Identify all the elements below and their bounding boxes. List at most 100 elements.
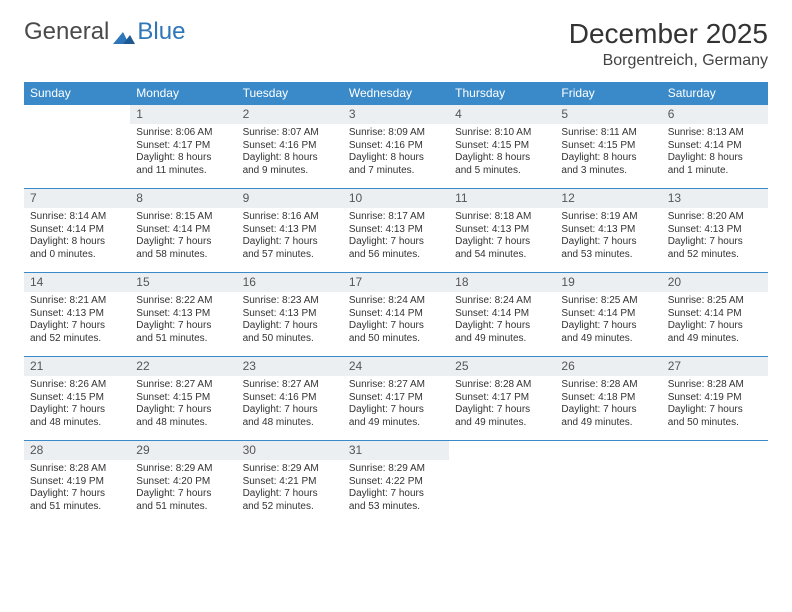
calendar-cell: 4Sunrise: 8:10 AMSunset: 4:15 PMDaylight… [449,104,555,188]
day-number: 4 [449,105,555,124]
daylight-line: Daylight: 8 hours and 11 minutes. [136,152,230,177]
daylight-line: Daylight: 7 hours and 49 minutes. [668,320,762,345]
calendar-cell: 21Sunrise: 8:26 AMSunset: 4:15 PMDayligh… [24,356,130,440]
sunrise-line: Sunrise: 8:24 AM [349,295,443,308]
calendar-cell: 30Sunrise: 8:29 AMSunset: 4:21 PMDayligh… [237,440,343,524]
sunset-line: Sunset: 4:15 PM [455,140,549,153]
sunset-line: Sunset: 4:13 PM [243,224,337,237]
day-number: 30 [237,441,343,460]
sunrise-line: Sunrise: 8:09 AM [349,127,443,140]
day-number: 8 [130,189,236,208]
daylight-line: Daylight: 7 hours and 53 minutes. [349,488,443,513]
sunrise-line: Sunrise: 8:21 AM [30,295,124,308]
day-number: 16 [237,273,343,292]
day-details: Sunrise: 8:24 AMSunset: 4:14 PMDaylight:… [343,292,449,351]
day-details: Sunrise: 8:14 AMSunset: 4:14 PMDaylight:… [24,208,130,267]
sunrise-line: Sunrise: 8:23 AM [243,295,337,308]
day-details: Sunrise: 8:17 AMSunset: 4:13 PMDaylight:… [343,208,449,267]
daylight-line: Daylight: 7 hours and 51 minutes. [30,488,124,513]
calendar-cell: 16 Sunrise: 8:23 AMSunset: 4:13 PMDayligh… [237,272,343,356]
day-details: Sunrise: 8:06 AMSunset: 4:17 PMDaylight:… [130,124,236,183]
sunset-line: Sunset: 4:15 PM [561,140,655,153]
daylight-line: Daylight: 7 hours and 51 minutes. [136,320,230,345]
calendar-cell-blank [555,440,661,524]
sunset-line: Sunset: 4:19 PM [668,392,762,405]
calendar-cell: 6 Sunrise: 8:13 AMSunset: 4:14 PMDaylight… [662,104,768,188]
day-number: 13 [662,189,768,208]
daylight-line: Daylight: 7 hours and 49 minutes. [455,320,549,345]
logo: General Blue [24,18,185,46]
daylight-line: Daylight: 7 hours and 56 minutes. [349,236,443,261]
weekday-header: Friday [555,82,661,104]
day-details: Sunrise: 8:24 AMSunset: 4:14 PMDaylight:… [449,292,555,351]
sunrise-line: Sunrise: 8:27 AM [136,379,230,392]
calendar-cell: 1Sunrise: 8:06 AMSunset: 4:17 PMDaylight… [130,104,236,188]
sunrise-line: Sunrise: 8:29 AM [243,463,337,476]
month-title: December 2025 [569,18,768,50]
daylight-line: Daylight: 8 hours and 9 minutes. [243,152,337,177]
calendar-cell-blank [24,104,130,188]
calendar-cell: 22Sunrise: 8:27 AMSunset: 4:15 PMDayligh… [130,356,236,440]
calendar-cell: 27Sunrise: 8:28 AMSunset: 4:19 PMDayligh… [662,356,768,440]
daylight-line: Daylight: 7 hours and 49 minutes. [349,404,443,429]
sunset-line: Sunset: 4:13 PM [455,224,549,237]
sunset-line: Sunset: 4:14 PM [349,308,443,321]
day-details: Sunrise: 8:19 AMSunset: 4:13 PMDaylight:… [555,208,661,267]
calendar-cell: 14Sunrise: 8:21 AMSunset: 4:13 PMDayligh… [24,272,130,356]
daylight-line: Daylight: 8 hours and 7 minutes. [349,152,443,177]
day-details: Sunrise: 8:25 AMSunset: 4:14 PMDaylight:… [555,292,661,351]
day-number: 3 [343,105,449,124]
daylight-line: Daylight: 8 hours and 0 minutes. [30,236,124,261]
day-number: 21 [24,357,130,376]
sunrise-line: Sunrise: 8:27 AM [349,379,443,392]
sunset-line: Sunset: 4:14 PM [668,140,762,153]
daylight-line: Daylight: 7 hours and 50 minutes. [668,404,762,429]
day-number: 6 [662,105,768,124]
calendar-cell: 25Sunrise: 8:28 AMSunset: 4:17 PMDayligh… [449,356,555,440]
day-details: Sunrise: 8:26 AMSunset: 4:15 PMDaylight:… [24,376,130,435]
calendar-cell: 15Sunrise: 8:22 AMSunset: 4:13 PMDayligh… [130,272,236,356]
day-number: 26 [555,357,661,376]
sunset-line: Sunset: 4:13 PM [30,308,124,321]
day-details: Sunrise: 8:18 AMSunset: 4:13 PMDaylight:… [449,208,555,267]
day-details: Sunrise: 8:22 AMSunset: 4:13 PMDaylight:… [130,292,236,351]
calendar-cell: 26Sunrise: 8:28 AMSunset: 4:18 PMDayligh… [555,356,661,440]
sunrise-line: Sunrise: 8:17 AM [349,211,443,224]
day-number: 20 [662,273,768,292]
calendar-cell: 13Sunrise: 8:20 AMSunset: 4:13 PMDayligh… [662,188,768,272]
sunrise-line: Sunrise: 8:18 AM [455,211,549,224]
calendar-cell: 3Sunrise: 8:09 AMSunset: 4:16 PMDaylight… [343,104,449,188]
calendar-cell: 24Sunrise: 8:27 AMSunset: 4:17 PMDayligh… [343,356,449,440]
weekday-header: Sunday [24,82,130,104]
daylight-line: Daylight: 7 hours and 54 minutes. [455,236,549,261]
weekday-header: Tuesday [237,82,343,104]
daylight-line: Daylight: 8 hours and 1 minute. [668,152,762,177]
day-number: 28 [24,441,130,460]
calendar-cell: 2Sunrise: 8:07 AMSunset: 4:16 PMDaylight… [237,104,343,188]
sunset-line: Sunset: 4:13 PM [136,308,230,321]
day-number: 27 [662,357,768,376]
sunset-line: Sunset: 4:17 PM [349,392,443,405]
day-number: 22 [130,357,236,376]
day-details: Sunrise: 8:28 AMSunset: 4:19 PMDaylight:… [662,376,768,435]
sunset-line: Sunset: 4:14 PM [455,308,549,321]
weekday-header: Saturday [662,82,768,104]
sunset-line: Sunset: 4:19 PM [30,476,124,489]
sunrise-line: Sunrise: 8:13 AM [668,127,762,140]
sunset-line: Sunset: 4:21 PM [243,476,337,489]
sunrise-line: Sunrise: 8:27 AM [243,379,337,392]
daylight-line: Daylight: 7 hours and 50 minutes. [243,320,337,345]
sunrise-line: Sunrise: 8:25 AM [561,295,655,308]
day-details: Sunrise: 8:28 AMSunset: 4:17 PMDaylight:… [449,376,555,435]
daylight-line: Daylight: 7 hours and 51 minutes. [136,488,230,513]
title-block: December 2025 Borgentreich, Germany [569,18,768,70]
day-details: Sunrise: 8:07 AMSunset: 4:16 PMDaylight:… [237,124,343,183]
calendar-cell-blank [449,440,555,524]
calendar-cell: 5Sunrise: 8:11 AMSunset: 4:15 PMDaylight… [555,104,661,188]
sunset-line: Sunset: 4:13 PM [668,224,762,237]
sunrise-line: Sunrise: 8:15 AM [136,211,230,224]
day-number: 31 [343,441,449,460]
daylight-line: Daylight: 7 hours and 57 minutes. [243,236,337,261]
calendar-cell: 11Sunrise: 8:18 AMSunset: 4:13 PMDayligh… [449,188,555,272]
sunset-line: Sunset: 4:13 PM [243,308,337,321]
